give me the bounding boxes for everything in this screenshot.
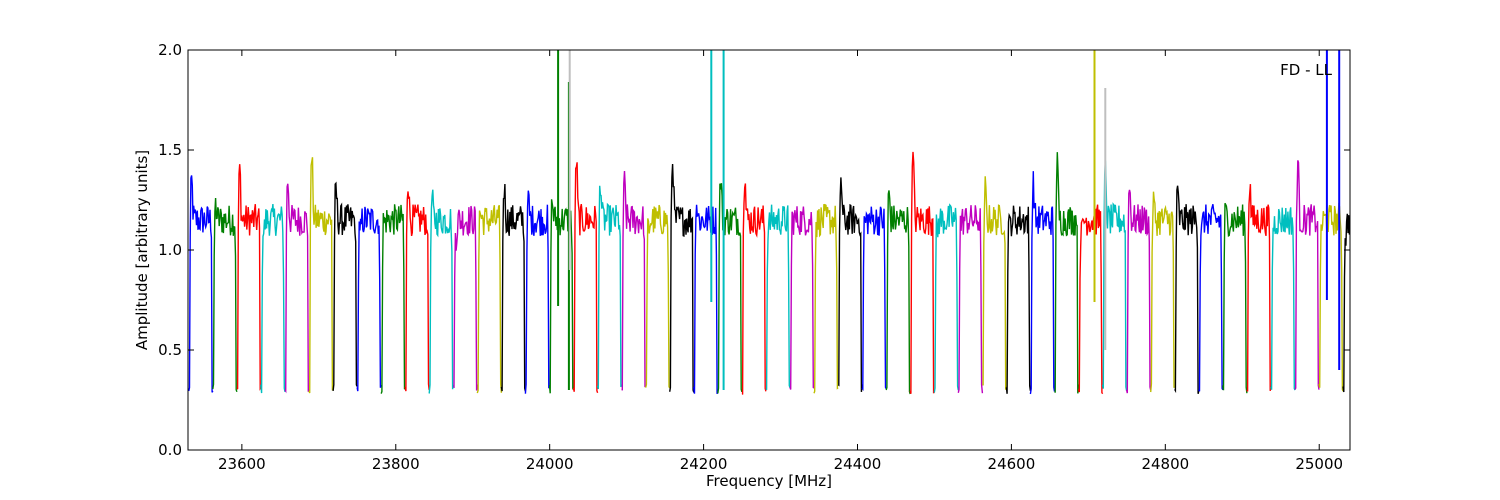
series-segment	[861, 206, 887, 392]
y-axis-label: Amplitude [arbitrary units]	[133, 150, 151, 350]
series-segment	[188, 175, 214, 393]
series-segment	[837, 177, 863, 392]
series-segment	[982, 176, 1008, 390]
x-tick-label: 23800	[372, 455, 420, 473]
series-segment	[789, 206, 815, 390]
series-segment	[741, 183, 767, 395]
series-segment	[524, 190, 551, 394]
series-segment	[765, 204, 791, 391]
series-segment	[1101, 160, 1128, 391]
series-segment	[885, 190, 911, 395]
series-segment	[476, 204, 503, 394]
series-segment	[260, 204, 286, 394]
y-tick-label: 0.5	[158, 341, 182, 359]
series-segment	[1054, 152, 1080, 394]
series-segment	[1342, 213, 1351, 393]
series-segment	[909, 151, 935, 394]
series-segment	[453, 205, 478, 391]
x-tick-label: 24400	[834, 455, 882, 473]
series-segment	[1222, 202, 1248, 394]
series-segment	[1077, 204, 1104, 395]
series-segment	[596, 185, 623, 390]
series-segment	[404, 191, 430, 392]
x-tick-label: 23600	[218, 455, 266, 473]
x-tick-label: 25000	[1295, 455, 1343, 473]
series-segment	[933, 203, 959, 393]
y-tick-label: 0.0	[158, 441, 182, 459]
annotation-label: FD - LL	[1280, 61, 1332, 79]
series-segment	[693, 204, 719, 395]
x-tick-label: 24600	[988, 455, 1036, 473]
series-segment	[669, 163, 695, 393]
series-segment	[1294, 160, 1320, 390]
y-tick-label: 2.0	[158, 41, 182, 59]
series-segment	[1174, 185, 1200, 394]
series-segment	[572, 162, 599, 394]
series-segment	[645, 204, 671, 389]
series-segment	[500, 183, 527, 392]
y-axis: 0.0 0.5 1.0 1.5 2.0	[158, 41, 1350, 459]
x-axis-label: Frequency [MHz]	[706, 472, 832, 490]
series-segment	[356, 206, 382, 392]
series-segment	[1198, 204, 1224, 392]
series-segment	[621, 170, 647, 391]
series-segment	[813, 203, 839, 394]
series-segment	[717, 183, 743, 394]
series-segment	[332, 181, 358, 391]
series-layer	[188, 151, 1351, 395]
series-segment	[1005, 205, 1032, 394]
x-axis: 23600 23800 24000 24200 24400 24600 24800 25000	[218, 50, 1343, 473]
spike-layer	[557, 50, 1341, 390]
x-tick-label: 24000	[526, 455, 574, 473]
series-segment	[380, 204, 406, 394]
series-segment	[1246, 184, 1272, 392]
series-segment	[212, 197, 238, 393]
x-tick-label: 24800	[1141, 455, 1189, 473]
series-segment	[428, 189, 454, 394]
y-tick-label: 1.0	[158, 241, 182, 259]
series-segment	[1270, 207, 1296, 391]
series-segment	[1150, 191, 1175, 393]
series-segment	[284, 183, 310, 394]
series-segment	[236, 164, 262, 391]
series-segment	[1125, 189, 1152, 394]
y-tick-label: 1.5	[158, 141, 182, 159]
x-tick-label: 24200	[680, 455, 728, 473]
series-segment	[308, 157, 334, 394]
series-segment	[957, 205, 984, 394]
series-segment	[1029, 171, 1056, 395]
